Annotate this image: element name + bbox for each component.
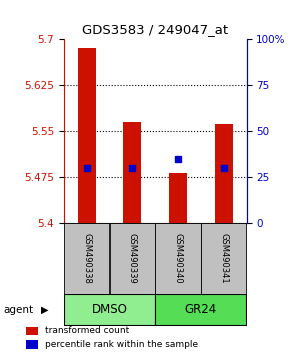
Text: transformed count: transformed count: [45, 326, 130, 335]
Bar: [123, 122, 142, 223]
Text: GSM490338: GSM490338: [82, 233, 91, 284]
Bar: [77, 48, 96, 223]
FancyBboxPatch shape: [155, 295, 246, 325]
Text: GSM490339: GSM490339: [128, 233, 137, 284]
Title: GDS3583 / 249047_at: GDS3583 / 249047_at: [82, 23, 228, 36]
FancyBboxPatch shape: [64, 223, 109, 294]
Bar: [169, 173, 187, 223]
Bar: [26, 340, 38, 349]
FancyBboxPatch shape: [155, 223, 201, 294]
FancyBboxPatch shape: [201, 223, 246, 294]
Text: GSM490340: GSM490340: [173, 233, 182, 284]
Bar: [26, 326, 38, 335]
Text: GR24: GR24: [185, 303, 217, 316]
Text: GSM490341: GSM490341: [219, 233, 228, 284]
FancyBboxPatch shape: [110, 223, 155, 294]
Bar: [215, 124, 233, 223]
Text: percentile rank within the sample: percentile rank within the sample: [45, 340, 199, 349]
Text: agent: agent: [3, 305, 33, 315]
Text: ▶: ▶: [41, 305, 48, 315]
Text: DMSO: DMSO: [92, 303, 127, 316]
FancyBboxPatch shape: [64, 295, 155, 325]
